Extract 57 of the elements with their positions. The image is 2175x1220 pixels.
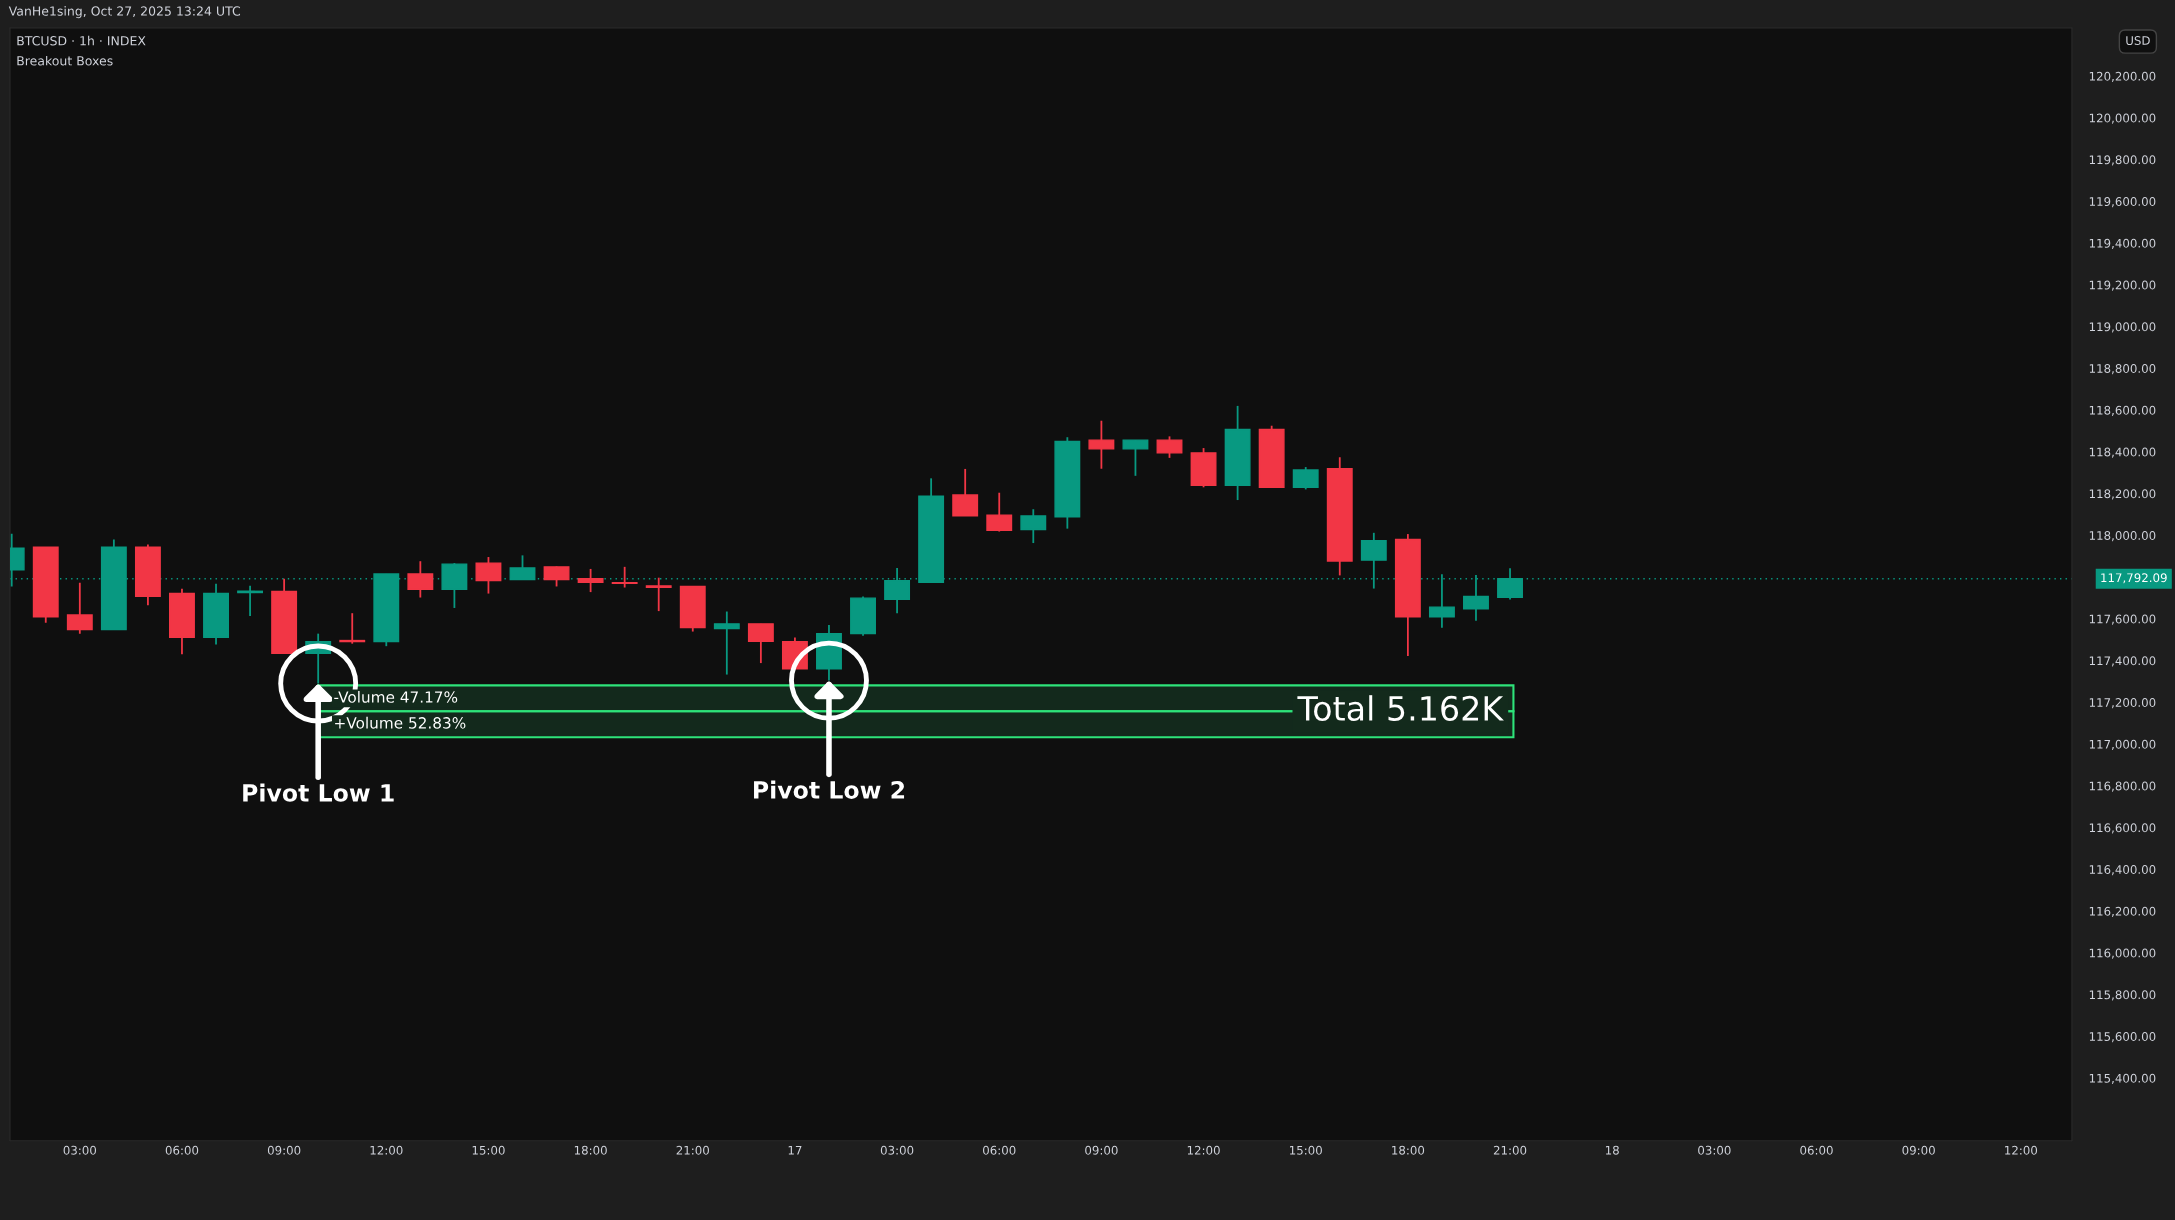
x-tick-label: 18:00 — [1392, 1145, 1425, 1155]
x-tick-label: 09:00 — [267, 1145, 301, 1155]
band-label: -Volume 47.17% — [334, 690, 458, 703]
y-tick-label: 118,600.00 — [2089, 405, 2156, 416]
text: Breakout Boxes — [17, 55, 113, 66]
x-tick-label: 12:00 — [2005, 1145, 2038, 1155]
y-tick-label: 115,800.00 — [2089, 990, 2156, 1001]
y-tick-label: 117,400.00 — [2089, 656, 2156, 667]
text: VanHe1sing, Oct 27, 2025 13:24 UTC — [8, 6, 241, 19]
x-tick-label: 21:00 — [1493, 1145, 1527, 1155]
y-axis-title: USD — [2126, 36, 2150, 45]
annotation: Pivot Low 2 — [754, 780, 905, 799]
y-tick-label: 115,400.00 — [2089, 1073, 2156, 1084]
candlestick — [713, 610, 740, 676]
x-tick-label: 06:00 — [983, 1145, 1016, 1155]
candlestick — [611, 565, 638, 589]
band-label: +Volume 52.83% — [335, 716, 466, 729]
y-tick-label: 116,600.00 — [2089, 823, 2156, 834]
x-tick-label: 03:00 — [63, 1145, 97, 1155]
y-tick-label: 119,600.00 — [2089, 197, 2156, 208]
y-tick-label: 116,200.00 — [2089, 906, 2156, 917]
y-tick-label: 118,400.00 — [2089, 447, 2156, 458]
y-tick-label: 117,600.00 — [2089, 614, 2156, 625]
x-tick-label: 18:00 — [574, 1145, 607, 1155]
x-tick-label: 06:00 — [1800, 1145, 1833, 1155]
y-tick-label: 119,800.00 — [2089, 155, 2156, 166]
x-tick-label: 06:00 — [165, 1145, 199, 1155]
y-tick-label: 120,000.00 — [2089, 113, 2156, 124]
text: BTCUSD · 1h · INDEX — [17, 35, 146, 46]
y-tick-label: 116,800.00 — [2089, 781, 2156, 792]
annotation: Total 5.162K — [1297, 695, 1504, 721]
y-tick-label: 119,400.00 — [2089, 238, 2156, 249]
y-tick-label: 118,800.00 — [2089, 364, 2156, 375]
y-tick-label: 116,400.00 — [2089, 865, 2156, 876]
y-tick-label: 119,200.00 — [2089, 280, 2156, 291]
y-tick-label: 115,600.00 — [2089, 1032, 2156, 1043]
x-tick-label: 09:00 — [1085, 1145, 1118, 1155]
y-tick-label: 116,000.00 — [2089, 948, 2156, 959]
x-tick-label: 18 — [1605, 1145, 1619, 1155]
y-tick-label: 117,000.00 — [2089, 739, 2156, 750]
ref-line-label: 117,792.09 — [2101, 573, 2167, 584]
x-tick-label: 17 — [788, 1145, 802, 1155]
x-tick-label: 12:00 — [1187, 1145, 1220, 1155]
x-tick-label: 09:00 — [1902, 1145, 1935, 1155]
y-tick-label: 118,000.00 — [2089, 531, 2156, 542]
annotation: Pivot Low 1 — [243, 783, 394, 802]
x-tick-label: 03:00 — [880, 1145, 914, 1155]
x-tick-label: 12:00 — [370, 1145, 403, 1155]
x-tick-label: 03:00 — [1698, 1145, 1731, 1155]
x-tick-label: 15:00 — [1290, 1145, 1322, 1155]
x-tick-label: 15:00 — [472, 1145, 505, 1155]
y-tick-label: 117,200.00 — [2089, 698, 2156, 709]
y-tick-label: 120,200.00 — [2089, 71, 2156, 82]
y-tick-label: 119,000.00 — [2089, 322, 2156, 333]
y-tick-label: 118,200.00 — [2089, 489, 2156, 500]
x-tick-label: 21:00 — [676, 1145, 709, 1155]
candlestick — [645, 576, 672, 613]
